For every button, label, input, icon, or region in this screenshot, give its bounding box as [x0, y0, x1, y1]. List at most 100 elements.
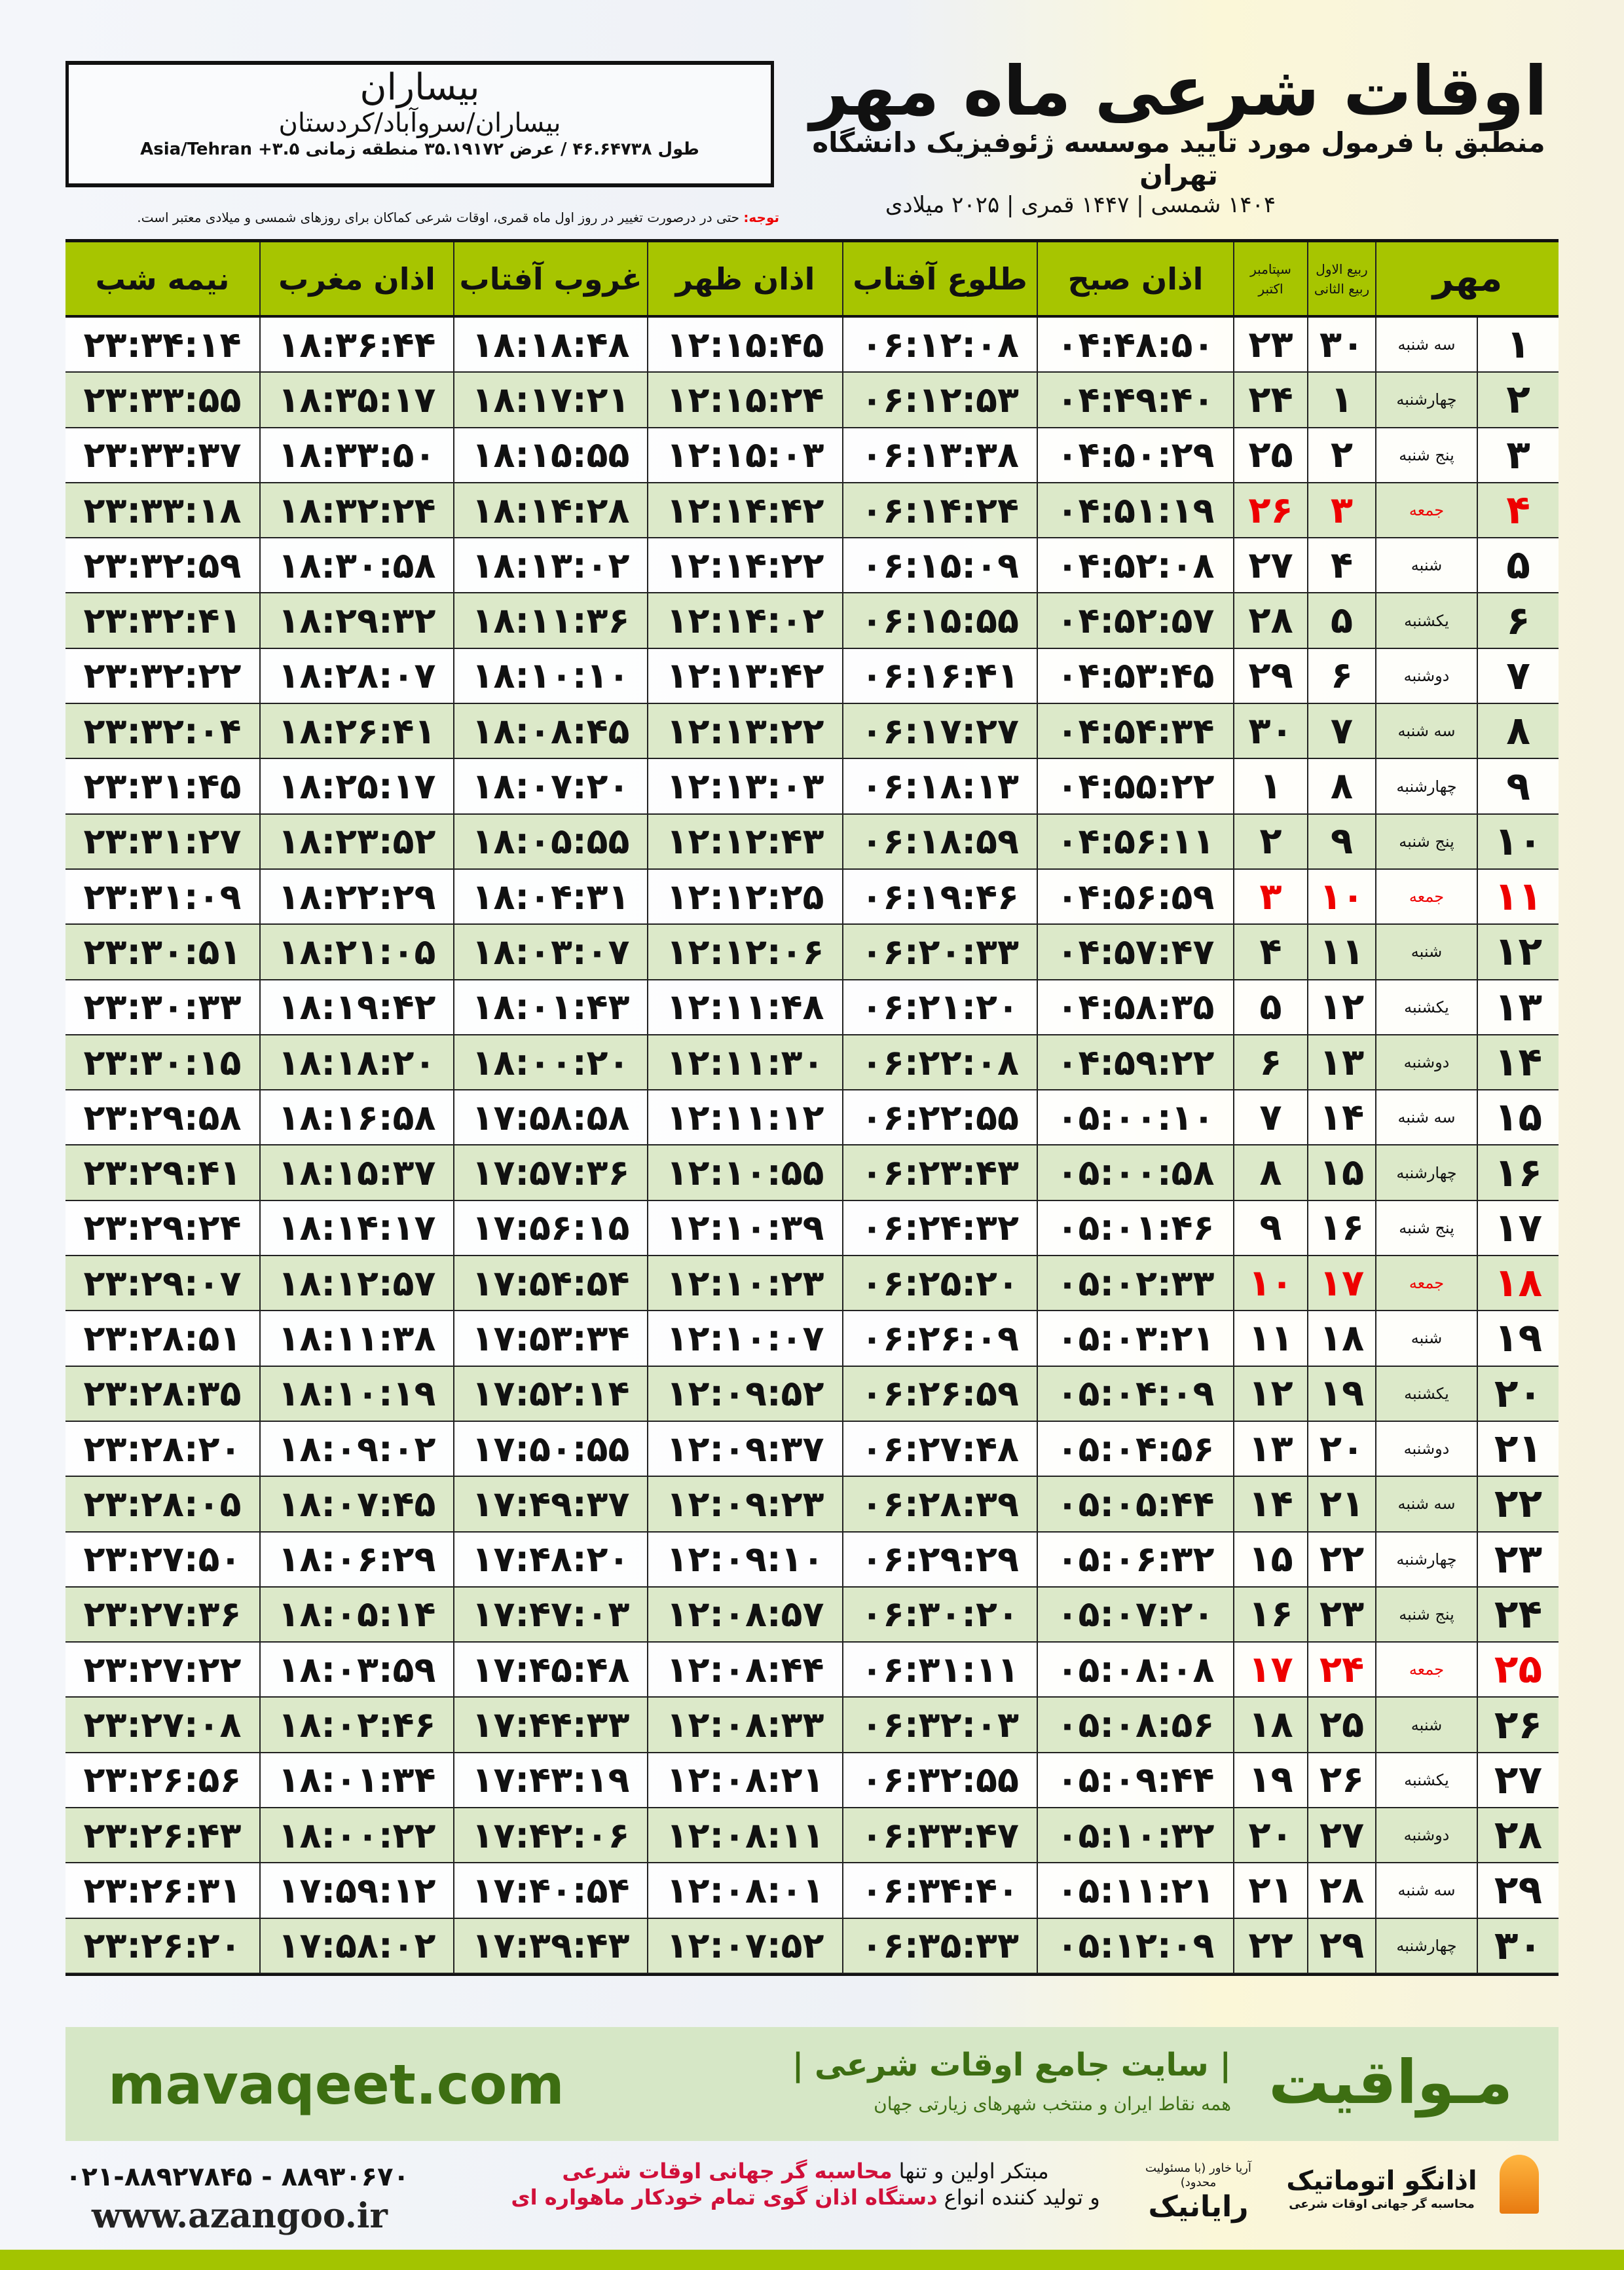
day-number: ۱۵	[1477, 1090, 1559, 1145]
maghrib-time: ۱۸:۲۸:۰۷	[259, 648, 453, 703]
gregorian-day: ۲۳	[1233, 318, 1307, 372]
ad-text: مبتکر اولین و تنها محاسبه گر جهانی اوقات…	[498, 2158, 1113, 2210]
midnight-time: ۲۳:۲۸:۳۵	[83, 1373, 242, 1415]
day-number: ۱۰	[1477, 814, 1559, 868]
azangoo-link[interactable]: www.azangoo.ir	[92, 2196, 388, 2236]
dhuhr-time: ۱۲:۱۰:۳۹	[647, 1200, 842, 1256]
sunrise-time: ۰۶:۲۲:۵۵	[842, 1090, 1037, 1145]
sunset-time: ۱۷:۵۶:۱۵	[453, 1200, 647, 1256]
midnight-time: ۲۳:۲۹:۴۱	[83, 1152, 242, 1194]
hijri-day: ۲۱	[1307, 1477, 1375, 1531]
midnight-time: ۲۳:۲۷:۵۰	[83, 1538, 242, 1580]
sunset-time: ۱۸:۰۳:۰۷	[453, 925, 647, 979]
midnight-time: ۲۳:۲۹:۲۴	[83, 1207, 242, 1249]
dhuhr-time: ۱۲:۰۸:۲۱	[647, 1753, 842, 1808]
sunset-time: ۱۷:۴۳:۱۹	[453, 1753, 647, 1808]
gregorian-day: ۹	[1233, 1200, 1307, 1256]
dhuhr-time: ۱۲:۱۵:۴۵	[647, 318, 842, 372]
day-number: ۷	[1477, 648, 1559, 703]
maghrib-time: ۱۸:۱۲:۵۷	[259, 1256, 453, 1311]
midnight-time: ۲۳:۳۱:۰۹	[83, 876, 242, 918]
day-number: ۸	[1477, 704, 1559, 758]
table-header: مهر ربیع الاول ربیع الثانی سپتامبر اکتبر ا…	[65, 242, 1559, 318]
sunrise-time: ۰۶:۳۳:۴۷	[842, 1808, 1037, 1863]
weekday: جمعه	[1375, 1256, 1477, 1311]
dhuhr-time: ۱۲:۰۸:۵۷	[647, 1587, 842, 1642]
table-body: ۱ سه شنبه ۳۰ ۲۳ ۰۴:۴۸:۵۰ ۰۶:۱۲:۰۸ ۱۲:۱۵:۴۵ ۱۸:۱…	[65, 318, 1559, 1974]
fajr-time: ۰۴:۵۲:۰۸	[1037, 538, 1233, 593]
midnight-time: ۲۳:۳۳:۵۵	[83, 379, 242, 420]
table-row: ۲۰ یکشنبه ۱۹ ۱۲ ۰۵:۰۴:۰۹ ۰۶:۲۶:۵۹ ۱۲:۰۹:۵۲ ۱۷:۵…	[65, 1366, 1559, 1422]
sunrise-time: ۰۶:۱۵:۰۹	[842, 538, 1037, 593]
hijri-day: ۱۹	[1307, 1366, 1375, 1421]
dhuhr-time: ۱۲:۱۵:۲۴	[647, 373, 842, 427]
weekday: جمعه	[1375, 1643, 1477, 1697]
dhuhr-time: ۱۲:۱۱:۳۰	[647, 1035, 842, 1090]
dhuhr-time: ۱۲:۰۹:۳۷	[647, 1421, 842, 1476]
table-row: ۱۸ جمعه ۱۷ ۱۰ ۰۵:۰۲:۳۳ ۰۶:۲۵:۲۰ ۱۲:۱۰:۲۳ ۱۷:۵۴:…	[65, 1256, 1559, 1312]
table-row: ۲۸ دوشنبه ۲۷ ۲۰ ۰۵:۱۰:۳۲ ۰۶:۳۳:۴۷ ۱۲:۰۸:۱۱ ۱۷:۴…	[65, 1808, 1559, 1864]
weekday: سه شنبه	[1375, 1090, 1477, 1145]
weekday: یکشنبه	[1375, 980, 1477, 1034]
dhuhr-time: ۱۲:۱۴:۴۲	[647, 483, 842, 538]
dhuhr-time: ۱۲:۰۹:۵۲	[647, 1366, 842, 1421]
weekday: شنبه	[1375, 538, 1477, 593]
coordinates: طول ۴۶.۶۴۷۳۸ / عرض ۳۵.۱۹۱۷۲ منطقه زمانی …	[140, 140, 699, 159]
fajr-time: ۰۵:۰۹:۴۴	[1037, 1753, 1233, 1808]
hijri-day: ۴	[1307, 538, 1375, 593]
site-link[interactable]: mavaqeet.com	[108, 2053, 564, 2117]
sunrise-time: ۰۶:۲۰:۳۳	[842, 925, 1037, 979]
midnight-time: ۲۳:۳۰:۱۵	[83, 1041, 242, 1083]
sunset-time: ۱۸:۱۵:۵۵	[453, 428, 647, 482]
table-row: ۱۳ یکشنبه ۱۲ ۵ ۰۴:۵۸:۳۵ ۰۶:۲۱:۲۰ ۱۲:۱۱:۴۸ ۱۸:۰۱…	[65, 980, 1559, 1035]
maghrib-time: ۱۸:۲۵:۱۷	[259, 759, 453, 813]
maghrib-time: ۱۷:۵۸:۰۲	[259, 1918, 453, 1973]
sunrise-time: ۰۶:۲۱:۲۰	[842, 980, 1037, 1034]
sunset-time: ۱۷:۵۴:۵۴	[453, 1256, 647, 1311]
fajr-time: ۰۵:۰۱:۴۶	[1037, 1200, 1233, 1256]
sunset-time: ۱۸:۱۸:۴۸	[453, 318, 647, 372]
gregorian-day: ۱۷	[1233, 1643, 1307, 1697]
sunrise-time: ۰۶:۲۶:۵۹	[842, 1366, 1037, 1421]
sunrise-time: ۰۶:۱۵:۵۵	[842, 593, 1037, 648]
gregorian-day: ۱۳	[1233, 1421, 1307, 1476]
maghrib-time: ۱۸:۰۰:۲۲	[259, 1808, 453, 1863]
weekday: چهارشنبه	[1375, 1918, 1477, 1973]
gregorian-day: ۲۴	[1233, 373, 1307, 427]
dhuhr-time: ۱۲:۰۹:۱۰	[647, 1532, 842, 1586]
weekday: چهارشنبه	[1375, 1532, 1477, 1586]
gregorian-day: ۳۰	[1233, 704, 1307, 758]
midnight-time: ۲۳:۳۰:۵۱	[83, 931, 242, 973]
table-row: ۲۱ دوشنبه ۲۰ ۱۳ ۰۵:۰۴:۵۶ ۰۶:۲۷:۴۸ ۱۲:۰۹:۳۷ ۱۷:۵…	[65, 1421, 1559, 1478]
weekday: سه شنبه	[1375, 1477, 1477, 1531]
midnight-time: ۲۳:۳۱:۴۵	[83, 766, 242, 808]
day-number: ۱۲	[1477, 925, 1559, 979]
table-row: ۱۷ پنج شنبه ۱۶ ۹ ۰۵:۰۱:۴۶ ۰۶:۲۴:۳۲ ۱۲:۱۰:۳۹ ۱۷:…	[65, 1200, 1559, 1257]
weekday: جمعه	[1375, 483, 1477, 538]
maghrib-time: ۱۸:۲۲:۲۹	[259, 869, 453, 924]
hijri-day: ۱۷	[1307, 1256, 1375, 1311]
dhuhr-time: ۱۲:۱۰:۵۵	[647, 1145, 842, 1200]
phone-numbers: ۰۲۱-۸۸۹۲۷۸۴۵ - ۸۸۹۳۰۶۷۰	[65, 2162, 409, 2192]
date-line: ۱۴۰۴ شمسی | ۱۴۴۷ قمری | ۲۰۲۵ میلادی	[885, 192, 1276, 218]
header-greg-1: سپتامبر	[1250, 261, 1291, 277]
day-number: ۵	[1477, 538, 1559, 593]
sunset-time: ۱۷:۵۸:۵۸	[453, 1090, 647, 1145]
dhuhr-time: ۱۲:۱۱:۴۸	[647, 980, 842, 1034]
midnight-time: ۲۳:۲۷:۰۸	[83, 1704, 242, 1746]
gregorian-day: ۴	[1233, 925, 1307, 979]
day-number: ۱۱	[1477, 869, 1559, 924]
hijri-day: ۲۸	[1307, 1863, 1375, 1918]
midnight-time: ۲۳:۲۷:۳۶	[83, 1593, 242, 1635]
table-row: ۱۴ دوشنبه ۱۳ ۶ ۰۴:۵۹:۲۲ ۰۶:۲۲:۰۸ ۱۲:۱۱:۳۰ ۱۸:۰۰…	[65, 1035, 1559, 1091]
weekday: چهارشنبه	[1375, 373, 1477, 427]
dhuhr-time: ۱۲:۱۲:۲۵	[647, 869, 842, 924]
day-number: ۹	[1477, 759, 1559, 813]
note-label: توجه:	[743, 210, 779, 225]
maghrib-time: ۱۸:۱۰:۱۹	[259, 1366, 453, 1421]
fajr-time: ۰۴:۵۳:۴۵	[1037, 648, 1233, 703]
maghrib-time: ۱۸:۳۲:۲۴	[259, 483, 453, 538]
hijri-day: ۲	[1307, 428, 1375, 482]
sunrise-time: ۰۶:۱۷:۲۷	[842, 704, 1037, 758]
day-number: ۲۶	[1477, 1698, 1559, 1752]
